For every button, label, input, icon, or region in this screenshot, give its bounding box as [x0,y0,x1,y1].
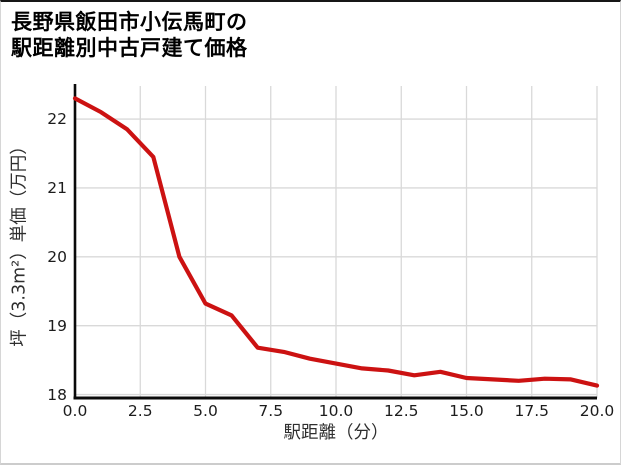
x-tick-label: 10.0 [318,402,354,420]
x-tick-label: 7.5 [258,402,284,420]
x-tick-label: 0.0 [62,402,88,420]
y-axis-label: 坪（3.3m²）単価（万円） [9,137,30,347]
y-tick-label: 19 [47,316,67,335]
page-title: 長野県飯田市小伝馬町の 駅距離別中古戸建て価格 [11,9,248,61]
y-tick-label: 21 [47,178,67,197]
x-tick-label: 17.5 [514,402,550,420]
x-tick-label: 2.5 [127,402,153,420]
y-tick-label: 18 [47,385,67,404]
x-axis-label: 駅距離（分） [283,423,389,443]
x-tick-label: 12.5 [383,402,419,420]
page-title-line2: 駅距離別中古戸建て価格 [11,36,248,60]
x-tick-label: 15.0 [449,402,484,420]
x-tick-label: 5.0 [193,402,218,420]
price-line [72,96,600,388]
y-tick-label: 20 [47,247,67,266]
x-tick-label: 20.0 [579,402,615,420]
page-title-line1: 長野県飯田市小伝馬町の [11,10,248,34]
y-tick-label: 22 [47,110,67,129]
